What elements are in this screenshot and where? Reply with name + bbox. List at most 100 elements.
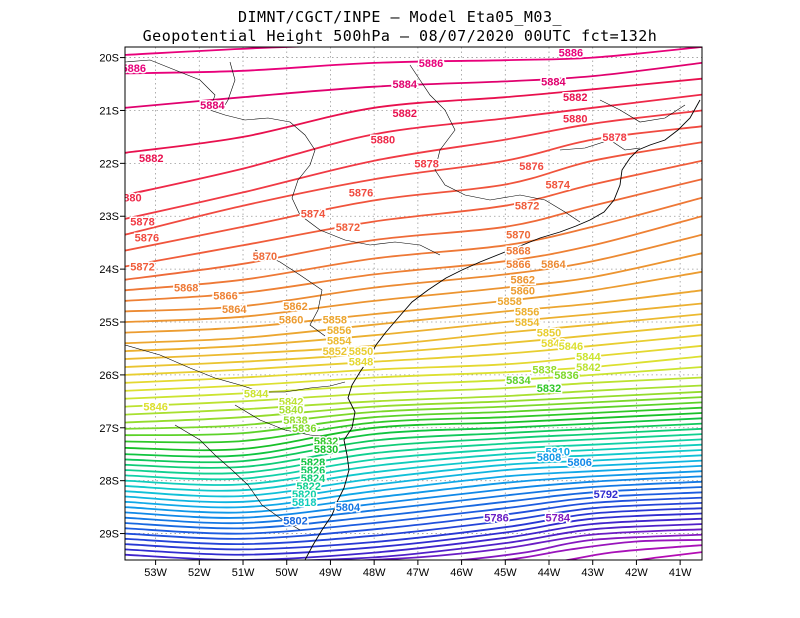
- contour-5788: [289, 523, 702, 560]
- contour-label: 5834: [506, 375, 531, 387]
- contour-5870: [125, 178, 702, 281]
- contour-label: 5860: [279, 314, 303, 326]
- contour-label: 5876: [135, 232, 159, 244]
- contour-5826: [125, 422, 702, 464]
- contour-5798: [125, 496, 702, 540]
- contour-label: 5884: [541, 76, 566, 88]
- contour-5886: [125, 47, 702, 75]
- contour-5856: [125, 302, 702, 352]
- contour-label: 5784: [546, 513, 571, 525]
- contour-label: 5878: [130, 217, 154, 229]
- contour-label: 5886: [559, 47, 583, 59]
- contour-5882: [125, 77, 702, 154]
- contour-label: 5848: [541, 338, 565, 350]
- contour-label: 5810: [546, 447, 570, 459]
- contour-label: 5850: [349, 346, 373, 358]
- contour-5864: [125, 233, 702, 313]
- contour-5888: [125, 47, 326, 56]
- contour-label: 5862: [283, 301, 307, 313]
- y-tick-label: 28S: [99, 476, 119, 488]
- state-border-path: [221, 61, 236, 111]
- contour-5834: [125, 401, 702, 437]
- contour-label: 5886: [122, 63, 146, 75]
- contour-lines: [125, 47, 702, 560]
- y-tick-label: 29S: [99, 529, 119, 541]
- x-tick-label: 43W: [581, 567, 604, 579]
- x-tick-label: 47W: [407, 567, 430, 579]
- contour-label: 5836: [292, 423, 316, 435]
- x-tick-label: 44W: [538, 567, 561, 579]
- contour-label: 5792: [594, 489, 618, 501]
- contour-5816: [125, 449, 702, 492]
- contour-5836: [125, 396, 702, 430]
- contour-5874: [125, 141, 702, 252]
- contour-label: 5802: [283, 515, 307, 527]
- contour-label: 5872: [515, 201, 539, 213]
- y-tick-label: 23S: [99, 211, 119, 223]
- contour-label: 5880: [563, 113, 587, 125]
- contour-5806: [125, 475, 702, 519]
- contour-label: 5820: [292, 489, 316, 501]
- contour-label: 5868: [174, 283, 198, 295]
- contour-5778: [632, 551, 702, 560]
- contour-label: 5848: [349, 357, 373, 369]
- contour-5818: [125, 443, 702, 486]
- contour-5872: [125, 159, 702, 268]
- contour-label: 5786: [484, 513, 508, 525]
- contour-label: 5868: [506, 246, 530, 258]
- contour-5792: [125, 512, 702, 556]
- x-tick-label: 46W: [450, 567, 473, 579]
- contour-5802: [125, 486, 702, 530]
- contour-label: 5838: [283, 415, 307, 427]
- contour-label: 5866: [213, 291, 237, 303]
- y-axis: 20S 21S 22S 23S 24S 25S 26S 27S 28S 29S: [99, 53, 125, 541]
- contour-label: 5846: [559, 341, 583, 353]
- contour-5794: [125, 507, 702, 551]
- contour-label: 5878: [602, 132, 626, 144]
- contour-5884: [125, 62, 702, 109]
- contour-5840: [125, 384, 702, 416]
- contour-label: 5856: [515, 306, 539, 318]
- contour-label: 5876: [349, 187, 373, 199]
- state-border-path: [125, 344, 346, 393]
- contour-5860: [125, 270, 702, 334]
- contour-label: 5864: [222, 304, 247, 316]
- contour-5808: [125, 470, 702, 514]
- contour-label: 5838: [532, 365, 556, 377]
- contour-5848: [125, 344, 702, 384]
- x-tick-label: 42W: [625, 567, 648, 579]
- plot-frame: [124, 46, 703, 561]
- contour-label: 5822: [296, 481, 320, 493]
- y-tick-label: 25S: [99, 317, 119, 329]
- contour-label: 5872: [130, 261, 154, 273]
- x-tick-label: 53W: [144, 567, 167, 579]
- contour-label: 5832: [537, 383, 561, 395]
- contour-label: 5870: [253, 251, 277, 263]
- x-tick-label: 48W: [363, 567, 386, 579]
- contour-label: 5828: [301, 457, 325, 469]
- contour-5810: [125, 465, 702, 509]
- contour-5784: [449, 533, 702, 560]
- contour-5862: [125, 252, 702, 323]
- contour-label: 5830: [314, 444, 338, 456]
- contour-label: 5840: [279, 404, 303, 416]
- contour-label: 5874: [301, 209, 326, 221]
- contour-5824: [125, 427, 702, 469]
- contour-5842: [125, 376, 702, 408]
- contour-5796: [125, 502, 702, 546]
- contour-label: 5862: [511, 275, 535, 287]
- x-tick-label: 45W: [494, 567, 517, 579]
- state-border-path: [559, 139, 641, 151]
- contour-5838: [125, 390, 702, 424]
- contour-5850: [125, 334, 702, 376]
- x-tick-label: 51W: [232, 567, 255, 579]
- contour-label: 5856: [327, 325, 351, 337]
- contour-label: 5882: [393, 108, 417, 120]
- y-tick-label: 22S: [99, 158, 119, 170]
- map-title-line-2: Geopotential Height 500hPa – 08/07/2020 …: [142, 27, 658, 45]
- contour-label: 5808: [537, 452, 561, 464]
- contour-5780: [562, 544, 702, 560]
